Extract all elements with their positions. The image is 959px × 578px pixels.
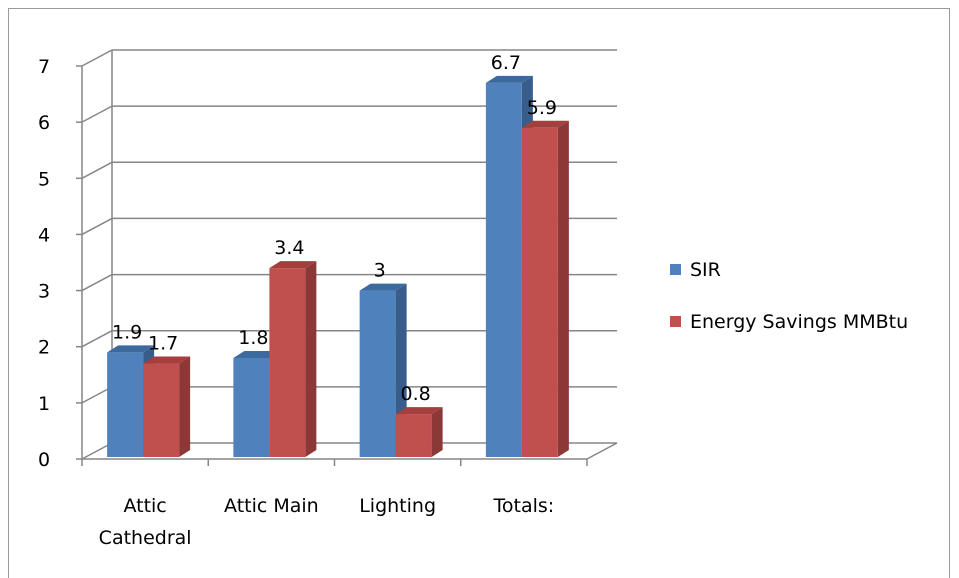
chart-data-labels: 1.9 1.8 3 6.7 1.7 3.4 0.8 5.9 (112, 52, 557, 405)
bar-side (179, 356, 191, 457)
data-label: 6.7 (491, 52, 521, 74)
gridline-depth (81, 442, 113, 460)
bar-side (431, 407, 443, 457)
bar-energy-savings (521, 120, 569, 457)
bar-top (269, 261, 317, 269)
bar-top (485, 75, 533, 83)
bar-sir (485, 75, 533, 457)
bar-top (395, 407, 443, 415)
bar-top (143, 356, 191, 364)
chart-bars (107, 75, 569, 457)
legend-label: SIR (690, 259, 721, 281)
chart-frame (8, 8, 950, 578)
x-tick-label: Lighting (359, 495, 436, 517)
gridline-depth (81, 49, 113, 67)
y-tick-label: 1 (38, 393, 50, 415)
floor-right-edge (586, 442, 618, 460)
bar-front (485, 82, 522, 457)
x-tick-label: Attic Main (224, 495, 319, 517)
bar-energy-savings (269, 261, 317, 457)
data-label: 1.7 (148, 333, 178, 355)
gridline-depth (81, 330, 113, 348)
data-label: 5.9 (527, 97, 557, 119)
legend-swatch (670, 316, 681, 327)
bar-sir (359, 283, 407, 457)
x-tick-label: Totals: (493, 495, 555, 517)
bar-top (359, 283, 407, 291)
bar-energy-savings (395, 407, 443, 457)
legend-swatch (670, 264, 681, 275)
data-label: 1.8 (238, 327, 268, 349)
bar-front (107, 352, 144, 457)
chart-legend: SIR Energy Savings MMBtu (670, 259, 908, 333)
gridline-depth (81, 105, 113, 123)
y-tick-label: 5 (38, 168, 50, 190)
gridline-depth (81, 161, 113, 179)
bar-front (269, 268, 306, 457)
chart-axes: 0 1 2 3 4 5 6 7 Attic Cathedral Attic Main Lighting… (38, 50, 618, 549)
data-label: 3 (374, 260, 386, 282)
data-label: 1.9 (112, 321, 142, 343)
gridline-depth (81, 386, 113, 404)
bar-top (233, 350, 281, 358)
bar-front (359, 290, 396, 457)
y-tick-label: 6 (38, 112, 50, 134)
bar-side (557, 120, 569, 457)
bar-front (143, 363, 180, 457)
y-tick-label: 0 (38, 449, 50, 471)
y-tick-label: 3 (38, 281, 50, 303)
bar-front (233, 357, 270, 457)
y-tick-label: 2 (38, 337, 50, 359)
data-label: 3.4 (274, 237, 304, 259)
bar-front (521, 127, 558, 457)
bar-energy-savings (143, 356, 191, 457)
gridline-depth (81, 217, 113, 236)
legend-label: Energy Savings MMBtu (690, 311, 908, 333)
y-tick-label: 4 (38, 224, 50, 246)
x-tick-label: Attic (123, 495, 166, 517)
bar-side (305, 261, 317, 457)
y-tick-label: 7 (38, 56, 50, 78)
bar-top (521, 120, 569, 128)
bar-top (107, 345, 155, 353)
x-tick-label: Cathedral (99, 527, 192, 549)
gridline-depth (81, 273, 113, 292)
bar-front (395, 414, 432, 457)
data-label: 0.8 (401, 383, 431, 405)
